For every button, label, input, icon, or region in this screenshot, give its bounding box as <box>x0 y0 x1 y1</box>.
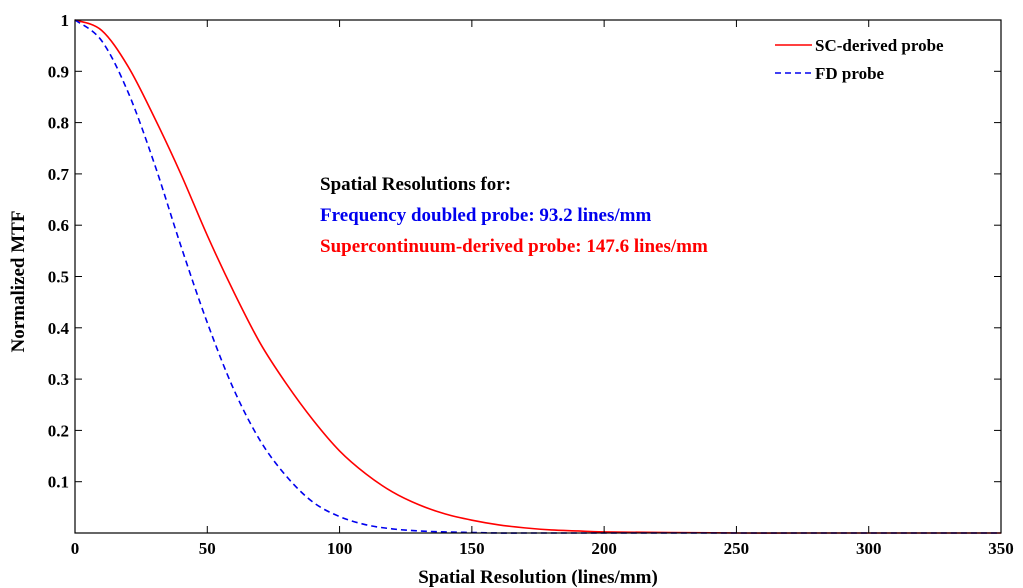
series-line-sc-derived-probe <box>74 19 1001 534</box>
legend-label-fd-probe: FD probe <box>815 64 885 83</box>
legend-label-sc-derived-probe: SC-derived probe <box>815 36 944 55</box>
x-tick-label: 0 <box>71 539 80 558</box>
plot-frame <box>74 19 1002 534</box>
y-tick-label: 0.4 <box>48 319 70 338</box>
annotations: Spatial Resolutions for: Frequency doubl… <box>320 174 708 257</box>
legend: SC-derived probe FD probe <box>775 36 944 83</box>
y-tick-label: 0.1 <box>48 473 69 492</box>
x-tick-label: 300 <box>856 539 882 558</box>
annotation-fd-resolution: Frequency doubled probe: 93.2 lines/mm <box>320 205 651 226</box>
annotation-heading: Spatial Resolutions for: <box>320 174 511 195</box>
x-tick-label: 200 <box>591 539 617 558</box>
y-tick-label: 0.3 <box>48 370 69 389</box>
x-tick-label: 50 <box>199 539 216 558</box>
x-tick-label: 150 <box>459 539 485 558</box>
y-axis-title: Normalized MTF <box>8 211 29 353</box>
x-tick-label: 100 <box>327 539 353 558</box>
x-axis-title: Spatial Resolution (lines/mm) <box>418 567 658 588</box>
y-tick-label: 1 <box>61 11 70 30</box>
y-tick-label: 0.5 <box>48 268 69 287</box>
y-tick-label: 0.6 <box>48 216 69 235</box>
y-tick-label: 0.8 <box>48 114 69 133</box>
y-tick-label: 0.9 <box>48 62 69 81</box>
y-tick-label: 0.7 <box>48 165 70 184</box>
plot-layer <box>74 19 1001 534</box>
x-tick-label: 350 <box>988 539 1014 558</box>
annotation-sc-resolution: Supercontinuum-derived probe: 147.6 line… <box>320 236 708 257</box>
series-line-fd-probe <box>74 19 1001 534</box>
ticks-layer: 0 50 100 150 200 250 300 350 0.1 0.2 0.3 0.4 0.5 0.6 0… <box>48 11 1014 558</box>
y-tick-label: 0.2 <box>48 421 69 440</box>
x-tick-label: 250 <box>724 539 750 558</box>
